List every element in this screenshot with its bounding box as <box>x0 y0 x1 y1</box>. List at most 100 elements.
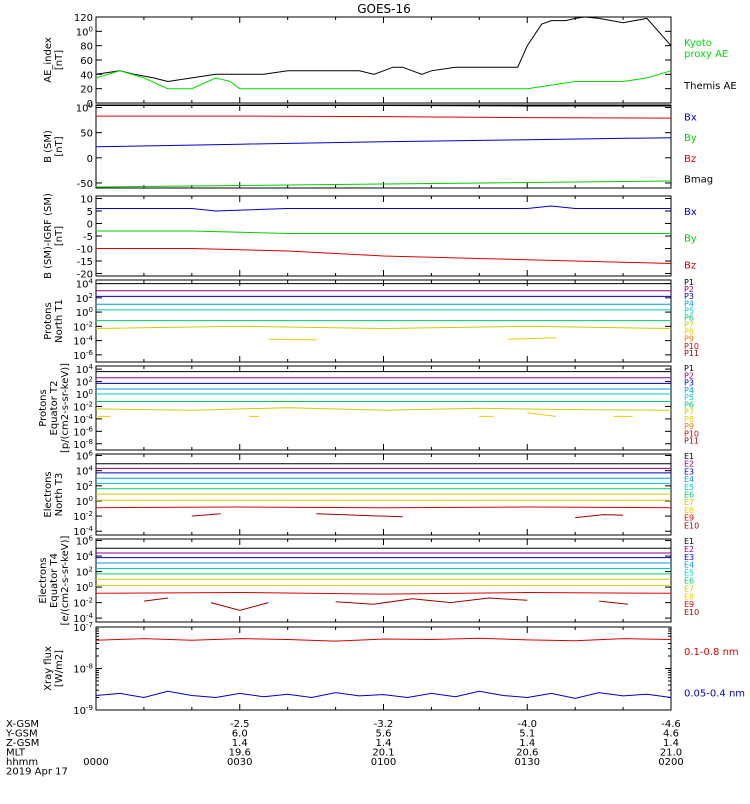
ylabel-bsm: B (SM)[nT] <box>43 130 65 163</box>
series-e10 <box>210 602 269 611</box>
ytick-label: 10-9 <box>73 704 93 717</box>
legend-p9: P9 <box>684 335 694 344</box>
ephemeris-value: 21.0 <box>660 748 682 759</box>
ephemeris-label: MLT <box>6 748 26 759</box>
series-e9 <box>95 506 672 509</box>
legend-e1: E1 <box>684 452 694 461</box>
series-kyoto-proxy-ae <box>95 70 672 90</box>
ytick-label: 102 <box>76 376 93 389</box>
legend-p10: P10 <box>684 429 699 438</box>
ylabel-eequator: ElectronsEquator T4[e/(cm2-s-sr-keV)] <box>38 535 71 625</box>
ephemeris-value: -2.5 <box>230 719 250 730</box>
series-bx <box>96 205 671 212</box>
ytick-label: 100 <box>76 102 93 115</box>
ytick-label: 10 <box>80 195 93 206</box>
ytick-label: 60 <box>80 56 93 67</box>
legend-p3: P3 <box>684 379 694 388</box>
ylabel-pequator: ProtonsEquator T2[p/(cm2-s-sr-keV)] <box>38 363 71 453</box>
ephemeris-value: 1.4 <box>663 738 679 749</box>
legend-e7: E7 <box>684 584 694 593</box>
ytick-label: -20 <box>77 270 93 281</box>
panel-frame-pequator <box>95 365 672 451</box>
ephemeris-value: 20.1 <box>372 748 394 759</box>
ytick-label: 20 <box>80 85 93 96</box>
ylabel-bigrf: B (SM)-IGRF (SM)[nT] <box>43 193 65 279</box>
ylabel-xray: Xray flux[W/m2] <box>43 646 65 691</box>
legend-p5: P5 <box>684 393 694 402</box>
ephemeris-value: -4.6 <box>661 719 681 730</box>
ytick-label: 50 <box>80 129 93 140</box>
ytick-label: 10-2 <box>73 320 93 333</box>
legend-p10: P10 <box>684 342 699 351</box>
ytick-label: 10-4 <box>73 525 93 538</box>
ytick-label: -5 <box>83 232 93 243</box>
series-by <box>96 230 671 234</box>
legend-kyoto-proxy-ae: Kyoto proxy AE <box>684 38 728 60</box>
legend-e6: E6 <box>684 491 694 500</box>
legend-p11: P11 <box>684 349 699 358</box>
legend-p1: P1 <box>684 278 694 287</box>
ephemeris-value: 19.6 <box>229 748 251 759</box>
ytick-label: 10-8 <box>73 438 93 451</box>
legend-p4: P4 <box>684 386 694 395</box>
ytick-label: 10-4 <box>73 413 93 426</box>
legend-p8: P8 <box>684 415 694 424</box>
legend-e2: E2 <box>684 460 694 469</box>
ytick-label: 0 <box>87 99 93 110</box>
ytick-label: 10-2 <box>73 510 93 523</box>
legend-p2: P2 <box>684 371 694 380</box>
series-by <box>95 180 672 188</box>
ytick-label: 40 <box>80 70 93 81</box>
legend-p7: P7 <box>684 408 694 417</box>
series-p8 <box>527 412 557 417</box>
legend-e7: E7 <box>684 498 694 507</box>
ytick-label: 102 <box>76 292 93 305</box>
ytick-label: 100 <box>76 306 93 319</box>
series-p7 <box>95 325 672 330</box>
legend-e1: E1 <box>684 537 694 546</box>
panel-frame-eequator <box>95 538 672 623</box>
legend-p4: P4 <box>684 299 694 308</box>
ytick-label: 104 <box>76 465 94 478</box>
legend-bmag: Bmag <box>684 175 713 186</box>
legend-e8: E8 <box>684 592 694 601</box>
legend-e5: E5 <box>684 569 694 578</box>
legend-by: By <box>684 133 697 144</box>
series-e9 <box>95 591 672 595</box>
ytick-label: 100 <box>76 495 93 508</box>
ylabel-ae: AE_index[nT] <box>43 37 65 83</box>
series-p8 <box>508 337 557 340</box>
series-e10 <box>191 513 221 517</box>
legend-e3: E3 <box>684 553 694 562</box>
legend-0-05-0-4-nm: 0.05-0.4 nm <box>684 688 745 699</box>
ephemeris-label: Y-GSM <box>5 729 38 740</box>
legend-e4: E4 <box>684 561 694 570</box>
legend-e10: E10 <box>684 608 699 617</box>
ytick-label: 102 <box>76 566 93 579</box>
ytick-label: 10-4 <box>73 335 93 348</box>
ytick-label: -50 <box>77 179 93 190</box>
ephemeris-value: 1.4 <box>519 738 535 749</box>
series-bx <box>95 137 672 148</box>
ylabel-pnorth: ProtonsNorth T1 <box>43 299 65 343</box>
ephemeris-hhmm: 0100 <box>371 757 396 768</box>
legend-e10: E10 <box>684 521 699 530</box>
series-themis-ae <box>95 16 672 83</box>
legend-by: By <box>684 234 697 245</box>
ephemeris-label: Z-GSM <box>6 738 39 749</box>
legend-bz: Bz <box>684 260 696 271</box>
series-0-05-0-4-nm <box>95 690 672 699</box>
ephemeris-value: -3.2 <box>374 719 394 730</box>
ephemeris-label: X-GSM <box>6 719 39 730</box>
ytick-label: 10-4 <box>73 612 93 625</box>
ephemeris-hhmm: 0130 <box>515 757 540 768</box>
series-bmag <box>96 105 671 107</box>
series-p8 <box>268 338 317 341</box>
ytick-label: 102 <box>76 480 93 493</box>
ytick-label: 10-7 <box>73 621 93 634</box>
ytick-label: 104 <box>76 363 94 376</box>
panel-frame-ae <box>95 16 672 104</box>
ytick-label: 104 <box>76 278 94 291</box>
